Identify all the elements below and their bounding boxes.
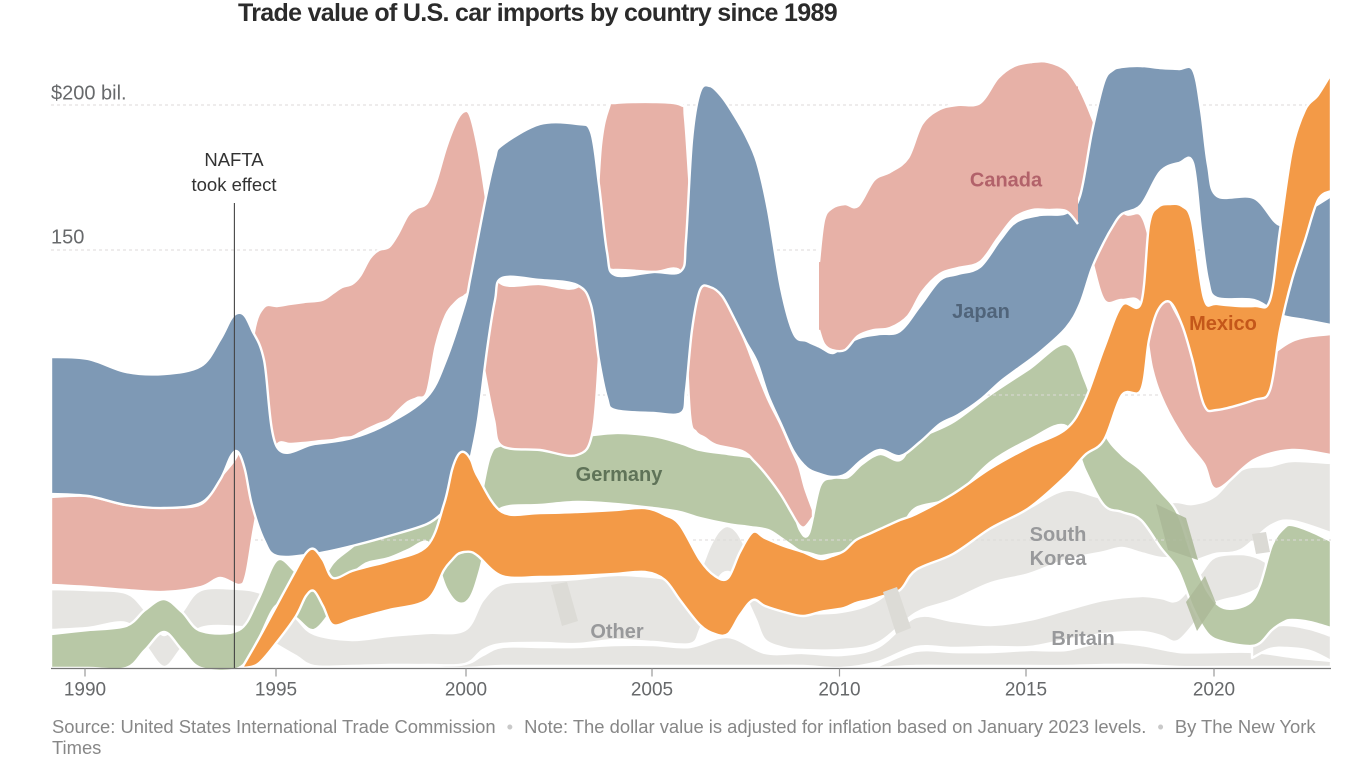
svg-text:Canada: Canada xyxy=(970,170,1043,192)
svg-text:$200 bil.: $200 bil. xyxy=(51,83,127,105)
svg-text:2010: 2010 xyxy=(818,680,860,701)
svg-text:1990: 1990 xyxy=(64,680,106,701)
svg-text:Korea: Korea xyxy=(1030,548,1088,570)
svg-text:2000: 2000 xyxy=(445,680,487,701)
svg-text:2015: 2015 xyxy=(1005,680,1047,701)
svg-text:NAFTA: NAFTA xyxy=(204,149,264,170)
svg-text:Japan: Japan xyxy=(952,301,1010,323)
svg-text:took effect: took effect xyxy=(191,174,276,195)
svg-text:1995: 1995 xyxy=(255,680,297,701)
svg-text:2005: 2005 xyxy=(631,680,673,701)
svg-text:150: 150 xyxy=(51,227,84,249)
svg-text:Germany: Germany xyxy=(576,464,664,486)
svg-text:Britain: Britain xyxy=(1051,628,1114,650)
svg-text:2020: 2020 xyxy=(1193,680,1235,701)
svg-text:South: South xyxy=(1030,524,1087,546)
svg-text:Other: Other xyxy=(590,621,644,643)
svg-text:Mexico: Mexico xyxy=(1189,313,1257,335)
